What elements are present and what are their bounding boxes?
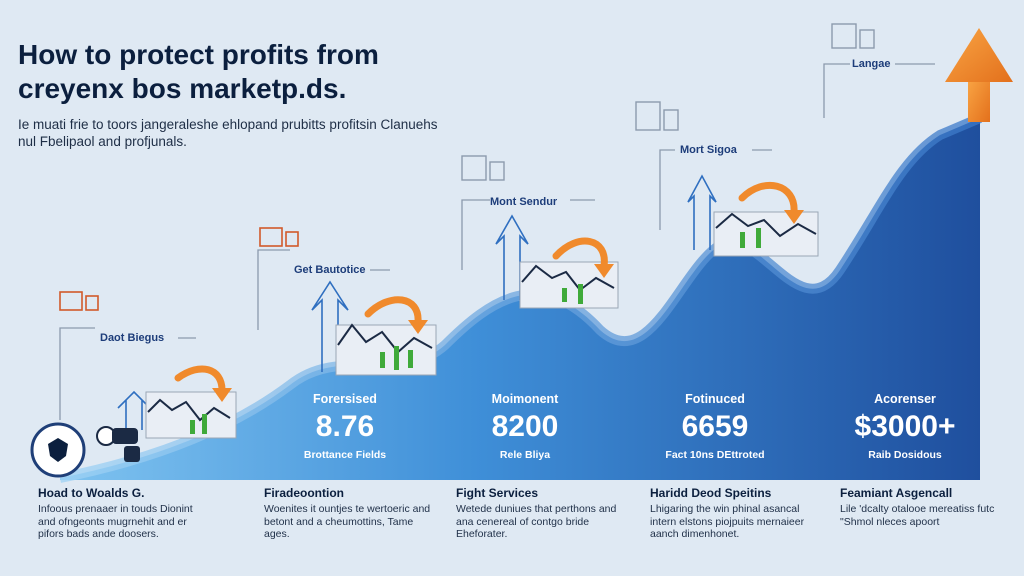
- stat-subtitle: Brottance Fields: [303, 449, 387, 461]
- page-title: How to protect profits from creyenx bos …: [18, 39, 379, 104]
- stat-subtitle: Rele Bliya: [499, 449, 551, 461]
- stat-subtitle: Raib Dosidous: [868, 449, 942, 461]
- stat-subtitle: Fact 10ns DEttroted: [665, 449, 765, 461]
- candlestick-icon: [145, 211, 819, 439]
- step-label-2: Get Bautotice: [294, 264, 366, 276]
- column-title: Feamiant Asgencall: [840, 486, 953, 500]
- handshake-icon: [96, 426, 140, 462]
- column-description: Infoous prenaaer in touds Dionint and of…: [38, 503, 193, 540]
- curved-arrow-icon: [174, 181, 798, 394]
- column-title: Fight Services: [456, 486, 539, 500]
- stat-title: Moimonent: [491, 392, 559, 406]
- stat-block: Acorenser $3000+ Raib Dosidous: [830, 392, 980, 461]
- stat-value: 8200: [491, 410, 559, 443]
- wave-ribbon: [59, 113, 982, 483]
- info-column: Firadeoontion Woenites it ountjes te wer…: [264, 486, 439, 541]
- step-label-5: Langae: [852, 58, 891, 70]
- column-title: Hoad to Woalds G.: [38, 486, 145, 500]
- info-column: Fight Services Wetede duniues that perth…: [456, 486, 631, 541]
- building-icon: [59, 227, 299, 311]
- stat-block: Fotinuced 6659 Fact 10ns DEttroted: [640, 392, 790, 461]
- building-icon-gray: [461, 23, 875, 181]
- stat-value: 6659: [681, 410, 749, 443]
- info-column: Hoad to Woalds G. Infoous prenaaer in to…: [38, 486, 213, 541]
- page-subtitle: Ie muati frie to toors jangeraleshe ehlo…: [18, 117, 438, 149]
- stat-block: Moimonent 8200 Rele Bliya: [450, 392, 600, 461]
- stat-title: Acorenser: [874, 392, 936, 406]
- step-label-3: Mont Sendur: [490, 196, 558, 208]
- arrow-up-icon: [945, 28, 1013, 122]
- step-label-1: Daot Biegus: [100, 332, 165, 344]
- step-connectors: [59, 63, 935, 420]
- stat-block: Forersised 8.76 Brottance Fields: [270, 392, 420, 461]
- stat-value: 8.76: [315, 410, 375, 443]
- stat-title: Forersised: [313, 392, 377, 406]
- column-title: Haridd Deod Speitins: [650, 486, 772, 500]
- arrow-up-outline-icon: [117, 174, 717, 430]
- step-label-4: Mort Sigoa: [680, 144, 737, 156]
- column-description: Lhigaring the win phinal asancal intern …: [650, 503, 805, 540]
- stat-title: Fotinuced: [685, 392, 745, 406]
- info-column: Haridd Deod Speitins Lhigaring the win p…: [650, 486, 825, 541]
- column-description: Lile 'dcalty otalooe mereatiss futc "Shm…: [840, 503, 995, 528]
- info-column: Feamiant Asgencall Lile 'dcalty otalooe …: [840, 486, 1010, 528]
- column-description: Woenites it ountjes te wertoeric and bet…: [264, 503, 431, 540]
- column-title: Firadeoontion: [264, 486, 344, 500]
- shield-icon: [30, 422, 86, 478]
- column-description: Wetede duniues that perthons and ana cen…: [456, 503, 617, 540]
- stat-value: $3000+: [854, 410, 956, 443]
